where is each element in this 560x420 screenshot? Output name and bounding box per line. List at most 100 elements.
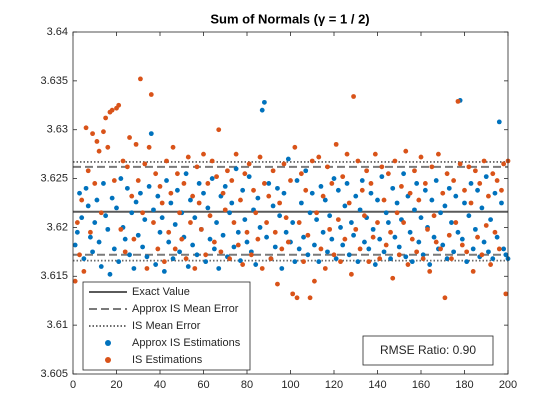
data-point [272, 244, 278, 250]
data-point [259, 107, 265, 113]
data-point [301, 234, 306, 240]
data-point [490, 256, 496, 262]
data-point [368, 181, 374, 186]
data-point [222, 183, 228, 189]
data-point [303, 187, 309, 193]
data-point [375, 197, 380, 203]
data-point [483, 174, 489, 180]
data-point [277, 213, 283, 219]
data-point [346, 200, 352, 206]
data-point [170, 144, 176, 150]
data-point [327, 226, 333, 232]
data-point [409, 236, 415, 242]
data-point [257, 154, 263, 160]
data-point [166, 229, 172, 235]
data-point [488, 262, 493, 267]
data-point [312, 242, 317, 248]
data-point [168, 200, 174, 206]
data-point [401, 220, 406, 225]
y-tick-label: 3.62 [47, 221, 68, 233]
data-point [420, 252, 426, 258]
data-point [188, 197, 193, 203]
data-point [81, 256, 87, 262]
x-tick-label: 0 [70, 379, 76, 391]
data-point [466, 164, 472, 170]
data-point [381, 249, 387, 255]
data-point [416, 197, 422, 203]
data-point [298, 200, 304, 206]
data-point [305, 252, 311, 258]
data-point [390, 185, 396, 191]
data-point [303, 168, 309, 174]
x-tick-label: 60 [197, 379, 209, 391]
data-point [127, 135, 132, 140]
data-point [344, 181, 350, 186]
data-point [455, 98, 461, 104]
data-point [462, 187, 467, 193]
data-point [383, 242, 389, 248]
data-point [259, 266, 265, 271]
data-point [418, 215, 424, 221]
data-point [459, 242, 465, 248]
data-point [194, 252, 200, 258]
data-point [281, 190, 287, 196]
data-point [124, 185, 130, 191]
x-tick-label: 40 [154, 379, 166, 391]
data-point [377, 236, 383, 242]
data-point [392, 158, 398, 164]
data-point [490, 171, 496, 177]
data-point [379, 164, 385, 170]
data-point [207, 213, 213, 219]
data-point [366, 246, 372, 252]
data-point [503, 252, 509, 258]
data-point [172, 246, 178, 252]
data-point [74, 229, 80, 235]
data-point [116, 102, 122, 108]
data-point [453, 220, 459, 225]
data-point [351, 94, 356, 99]
data-point [185, 154, 191, 160]
data-point [146, 144, 152, 150]
data-point [177, 249, 182, 255]
data-point [335, 187, 341, 193]
data-point [159, 215, 165, 221]
legend-label: IS Estimations [132, 354, 203, 366]
data-point [96, 239, 102, 245]
data-point [479, 205, 485, 211]
data-point [396, 244, 402, 250]
data-point [422, 187, 428, 193]
data-point [266, 181, 272, 186]
data-point [466, 213, 472, 219]
data-point [94, 197, 100, 203]
data-point [320, 193, 326, 199]
data-point [418, 154, 424, 160]
data-point [133, 141, 139, 147]
data-point [349, 271, 354, 277]
data-point [88, 234, 93, 240]
data-point [285, 239, 291, 245]
data-point [138, 76, 143, 82]
data-point [449, 220, 454, 225]
data-point [207, 236, 213, 242]
data-point [103, 213, 109, 219]
data-point [494, 178, 500, 183]
data-point [296, 220, 302, 225]
data-point [272, 229, 278, 235]
data-point [209, 158, 215, 164]
data-point [431, 213, 437, 219]
data-point [362, 213, 367, 219]
x-tick-label: 120 [325, 379, 343, 391]
data-point [222, 207, 228, 213]
data-point [262, 181, 267, 186]
data-point [399, 183, 404, 189]
data-point [496, 246, 502, 252]
data-point [488, 217, 493, 223]
data-point [77, 252, 82, 258]
data-point [229, 200, 235, 206]
data-point [81, 269, 87, 274]
data-point [355, 259, 361, 265]
data-point [196, 181, 202, 186]
chart-title: Sum of Normals (γ = 1 / 2) [210, 11, 369, 26]
y-tick-label: 3.635 [40, 75, 68, 87]
data-point [233, 166, 239, 172]
